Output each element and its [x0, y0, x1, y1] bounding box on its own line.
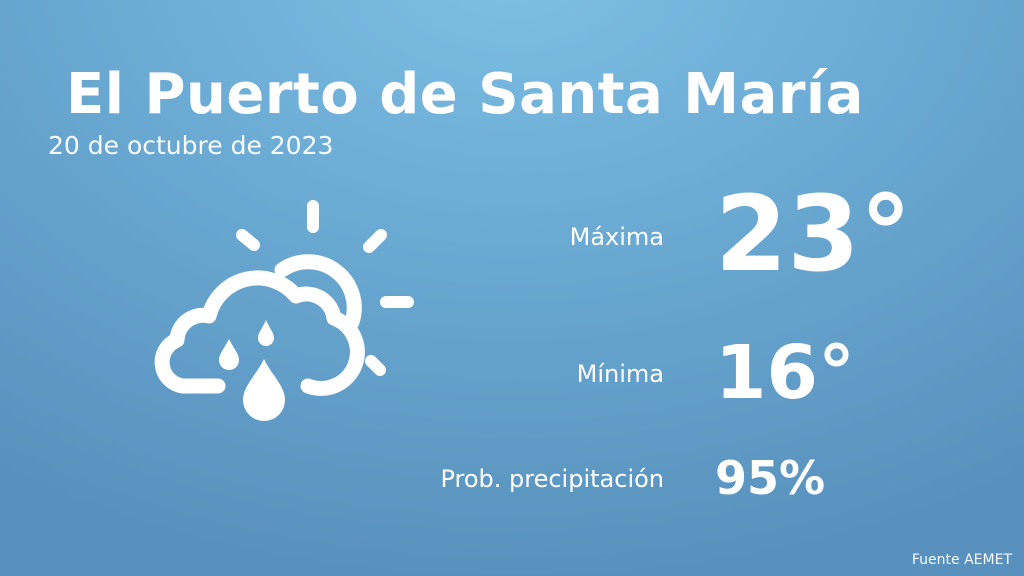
min-temp-value: 16°	[715, 330, 855, 416]
max-temp-label: Máxima	[569, 223, 664, 251]
cloud-rain-sun-icon	[154, 200, 414, 421]
precip-probability-value: 95%	[715, 451, 826, 505]
precip-probability-label: Prob. precipitación	[440, 465, 664, 493]
data-source-credit: Fuente AEMET	[911, 552, 1012, 568]
min-temp-label: Mínima	[576, 360, 664, 388]
max-temp-value: 23°	[715, 173, 912, 295]
forecast-date: 20 de octubre de 2023	[48, 131, 334, 160]
city-title: El Puerto de Santa María	[66, 62, 864, 127]
